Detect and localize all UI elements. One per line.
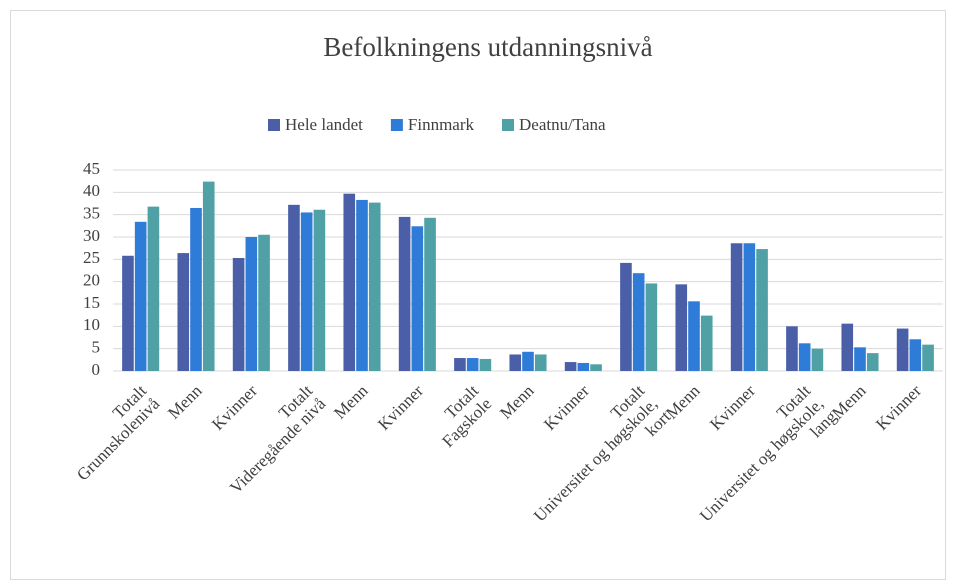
bar: [122, 255, 134, 371]
bar: [909, 339, 922, 371]
bar: [786, 326, 798, 371]
y-tick-label: 35: [83, 204, 100, 223]
bar: [534, 354, 547, 371]
bar: [632, 273, 645, 371]
bar: [134, 221, 147, 371]
bar: [398, 216, 411, 371]
y-tick-label: 40: [83, 181, 100, 200]
bar: [232, 257, 245, 371]
chart-title: Befolkningens utdanningsnivå: [323, 32, 652, 62]
bar: [756, 249, 768, 371]
bar: [368, 202, 381, 371]
bar: [798, 343, 811, 371]
bar: [854, 347, 866, 371]
bar: [424, 217, 436, 371]
y-tick-label: 20: [83, 271, 100, 290]
bar: [688, 301, 700, 371]
bar: [356, 199, 368, 371]
legend-label: Deatnu/Tana: [519, 115, 606, 134]
bar: [620, 262, 632, 371]
legend-label: Finnmark: [408, 115, 475, 134]
y-tick-label: 30: [83, 226, 100, 245]
bar: [922, 344, 934, 371]
legend-swatch: [268, 119, 280, 131]
bar: [675, 284, 688, 371]
legend-label: Hele landet: [285, 115, 363, 134]
bar: [730, 243, 743, 371]
y-tick-label: 5: [92, 338, 101, 357]
y-tick-label: 15: [83, 293, 100, 312]
bar: [700, 315, 713, 371]
bar: [866, 353, 879, 371]
y-tick-label: 25: [83, 248, 100, 267]
legend-swatch: [502, 119, 514, 131]
bar: [454, 358, 466, 371]
bar: [522, 351, 534, 371]
bar: [313, 209, 326, 371]
bar: [300, 212, 313, 371]
bar: [645, 283, 658, 371]
y-tick-label: 10: [83, 315, 100, 334]
bar: [288, 204, 300, 371]
bar: [258, 234, 270, 371]
bar: [190, 207, 202, 371]
bar: [411, 226, 424, 371]
bar: [202, 181, 215, 371]
legend-swatch: [390, 119, 403, 131]
bar: [509, 354, 522, 371]
bar: [343, 193, 356, 371]
y-tick-label: 0: [92, 360, 101, 379]
bar: [147, 206, 160, 371]
bar: [564, 362, 577, 371]
bar: [177, 253, 190, 371]
bar: [743, 243, 756, 371]
chart-border: [10, 10, 946, 580]
y-tick-label: 45: [83, 159, 100, 178]
legend: Hele landet Finnmark Deatnu/Tana: [268, 115, 606, 134]
bar: [841, 323, 854, 371]
bar: [590, 364, 602, 371]
bar: [466, 358, 479, 371]
bar: [479, 358, 492, 371]
bar: [245, 237, 258, 371]
bar: [811, 348, 824, 371]
bar: [896, 328, 909, 371]
bar: [577, 362, 590, 371]
